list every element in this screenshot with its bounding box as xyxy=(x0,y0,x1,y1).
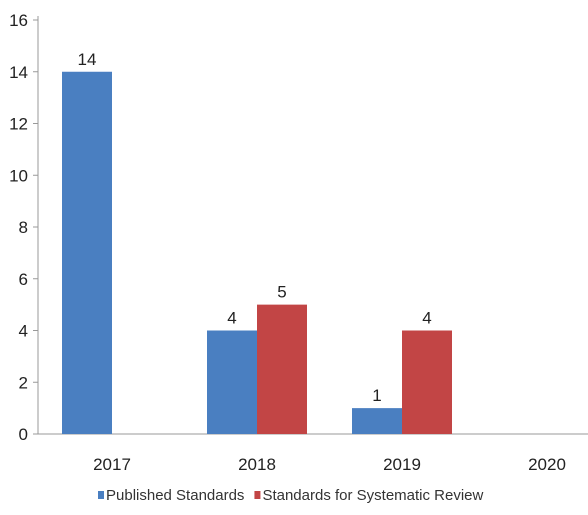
legend: Published Standards Standards for Systema… xyxy=(98,487,484,504)
data-label: 1 xyxy=(372,386,381,405)
legend-swatch xyxy=(98,491,104,499)
data-label: 5 xyxy=(277,283,286,302)
y-tick-label: 8 xyxy=(19,218,28,237)
data-labels: 14 4 1 5 4 xyxy=(78,50,432,405)
y-tick-label: 6 xyxy=(19,270,28,289)
y-tick-label: 12 xyxy=(9,115,28,134)
y-tick-label: 10 xyxy=(9,166,28,185)
y-tick-label: 0 xyxy=(19,425,28,444)
data-label: 4 xyxy=(227,309,236,328)
bar xyxy=(207,330,257,434)
y-tick-label: 4 xyxy=(19,322,28,341)
x-tick-label: 2020 xyxy=(528,455,566,474)
bar xyxy=(62,71,112,434)
legend-swatch xyxy=(254,491,261,499)
x-tick-label: 2017 xyxy=(93,455,131,474)
data-label: 4 xyxy=(422,309,431,328)
y-axis: 0 2 4 6 8 10 12 14 16 xyxy=(9,11,39,444)
legend-label: Published Standards xyxy=(106,487,244,504)
y-tick-label: 2 xyxy=(19,373,28,392)
legend-label: Standards for Systematic Review xyxy=(262,487,483,504)
bar xyxy=(257,304,307,434)
legend-item: Published Standards xyxy=(98,487,244,504)
y-tick-label: 14 xyxy=(9,63,28,82)
legend-item: Standards for Systematic Review xyxy=(254,487,484,504)
bar xyxy=(402,330,452,434)
data-label: 14 xyxy=(78,50,97,69)
bars xyxy=(62,71,452,434)
x-axis: 2017 2018 2019 2020 xyxy=(38,433,588,474)
x-tick-label: 2019 xyxy=(383,455,421,474)
bar xyxy=(352,408,402,434)
x-tick-label: 2018 xyxy=(238,455,276,474)
y-tick-label: 16 xyxy=(9,11,28,30)
